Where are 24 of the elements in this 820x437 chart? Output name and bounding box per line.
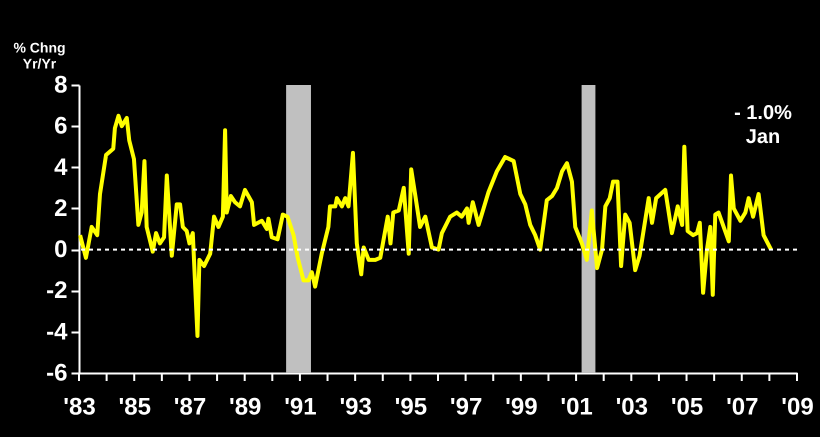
y-tick-label: -6 — [46, 360, 68, 386]
x-tick-label: '03 — [616, 394, 648, 420]
x-tick-label: '93 — [339, 394, 372, 420]
y-tick-label: -4 — [46, 318, 68, 346]
x-tick-label: '09 — [781, 394, 814, 420]
y-tick-label: -2 — [46, 277, 68, 304]
y-tick-label: 8 — [54, 72, 68, 98]
x-tick-label: '97 — [450, 394, 482, 420]
y-tick-label: 6 — [54, 112, 68, 140]
x-tick-label: '89 — [228, 394, 262, 420]
x-tick-label: '05 — [670, 394, 704, 420]
y-tick-label: 4 — [54, 154, 68, 181]
x-tick-label: '99 — [505, 394, 538, 420]
x-tick-label: '83 — [63, 394, 96, 420]
y-tick-label: 0 — [54, 236, 68, 264]
x-tick-label: '87 — [174, 394, 206, 420]
y-axis-title: % Chng Yr/Yr — [13, 40, 66, 72]
x-tick-label: '85 — [118, 394, 151, 420]
y-tick-label: 2 — [54, 194, 68, 222]
annotation: - 1.0% Jan — [734, 102, 792, 148]
x-tick-label: '91 — [284, 394, 317, 420]
x-tick-label: '01 — [560, 394, 593, 420]
x-tick-label: '07 — [726, 394, 758, 420]
x-tick-label: '95 — [394, 394, 428, 420]
